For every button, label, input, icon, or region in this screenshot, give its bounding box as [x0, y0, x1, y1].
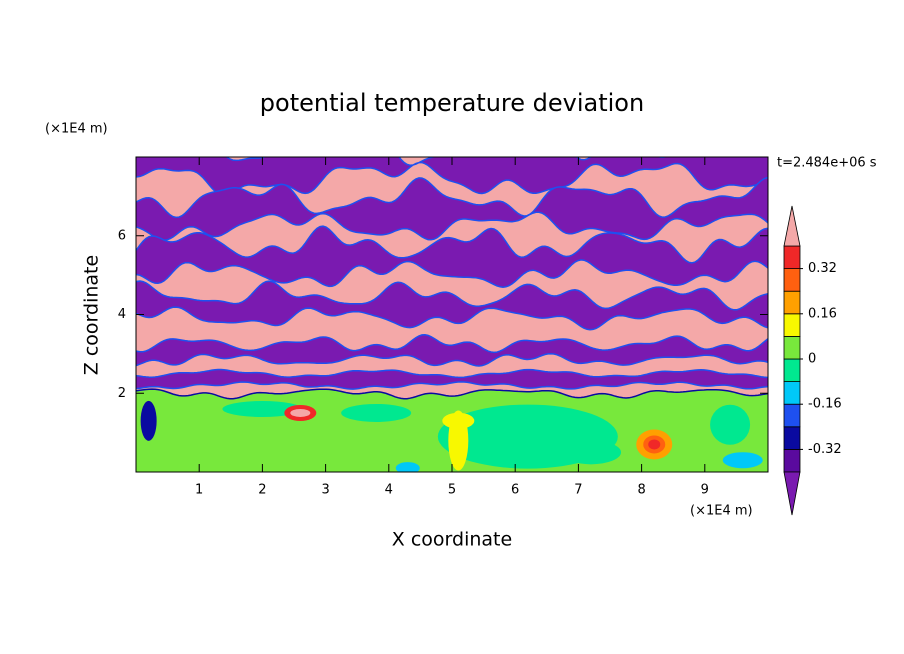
- field-region: [395, 462, 420, 472]
- colorbar-label: -0.16: [808, 397, 842, 412]
- colorbar-box: [783, 358, 801, 383]
- colorbar-label: -0.32: [808, 442, 842, 457]
- x-tick-label: 4: [385, 483, 393, 498]
- field-region: [136, 280, 768, 331]
- x-tick-label: 1: [195, 483, 203, 498]
- field-region: [341, 403, 412, 422]
- colorbar-box: [783, 268, 801, 292]
- y-tick-label: 4: [118, 307, 126, 322]
- field-region: [136, 177, 768, 241]
- x-tick-label: 2: [258, 483, 266, 498]
- colorbar-box: [783, 313, 801, 337]
- field-region: [710, 404, 751, 445]
- colorbar-box: [783, 290, 801, 315]
- x-tick-label: 5: [448, 483, 456, 498]
- field-region: [136, 225, 768, 288]
- colorbar-label: 0: [808, 352, 816, 367]
- contour-field: [136, 157, 768, 472]
- x-tick-label: 9: [701, 483, 709, 498]
- x-tick-label: 7: [574, 483, 582, 498]
- colorbar-extend: [783, 471, 801, 516]
- field-region: [136, 368, 768, 390]
- colorbar-box: [783, 381, 801, 405]
- field-region: [722, 452, 763, 469]
- colorbar-box: [783, 426, 801, 450]
- field-region: [140, 400, 157, 441]
- x-unit: (×1E4 m): [690, 504, 753, 519]
- field-region: [290, 408, 311, 417]
- colorbar-label: 0.32: [808, 261, 837, 276]
- colorbar-extend: [783, 205, 801, 247]
- y-axis-label: Z coordinate: [81, 255, 103, 375]
- x-tick-label: 6: [511, 483, 519, 498]
- field-region: [222, 401, 303, 417]
- colorbar-box: [783, 245, 801, 270]
- field-region: [136, 334, 768, 367]
- colorbar-box: [783, 403, 801, 428]
- chart-title: potential temperature deviation: [260, 89, 644, 117]
- time-label: t=2.484e+06 s: [777, 156, 877, 171]
- field-region: [648, 439, 661, 450]
- y-unit: (×1E4 m): [45, 122, 108, 137]
- x-tick-label: 8: [637, 483, 645, 498]
- field-region: [442, 412, 475, 429]
- field-region: [561, 440, 622, 465]
- x-axis-label: X coordinate: [392, 529, 512, 551]
- field-region: [136, 157, 768, 197]
- colorbar-box: [783, 448, 801, 473]
- x-tick-label: 3: [321, 483, 329, 498]
- colorbar-box: [783, 335, 801, 360]
- colorbar-label: 0.16: [808, 306, 837, 321]
- y-tick-label: 6: [118, 228, 126, 243]
- y-tick-label: 2: [118, 386, 126, 401]
